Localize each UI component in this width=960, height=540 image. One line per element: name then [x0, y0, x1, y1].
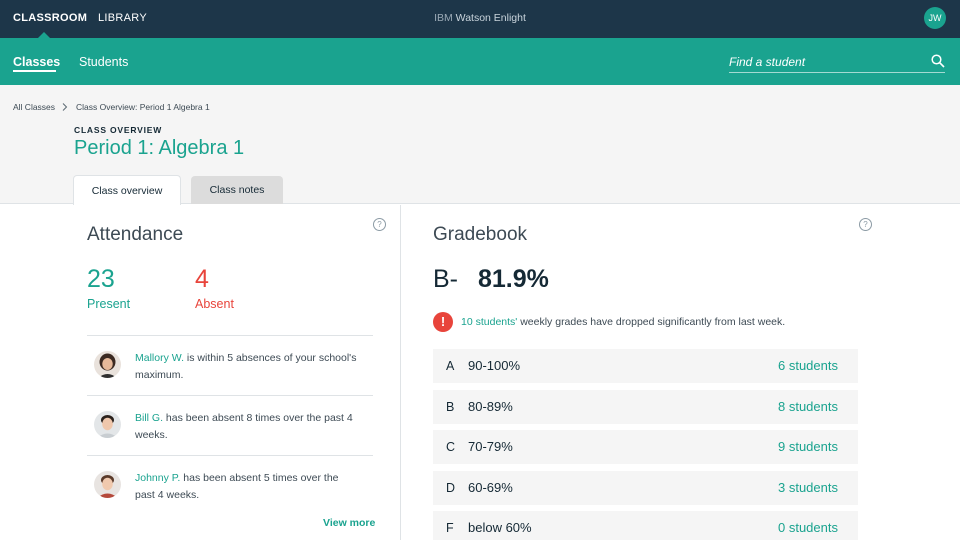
- student-search: [729, 52, 945, 73]
- alert-message: Johnny P. has been absent 5 times over t…: [135, 470, 360, 504]
- grade-row[interactable]: B 80-89% 8 students: [433, 390, 858, 424]
- alert-message: Mallory W. is within 5 absences of your …: [135, 350, 360, 384]
- view-more-link[interactable]: View more: [323, 517, 376, 529]
- avatar: [94, 411, 121, 438]
- tab-class-overview[interactable]: Class overview: [73, 175, 181, 205]
- grade-row[interactable]: D 60-69% 3 students: [433, 471, 858, 505]
- active-tab-underline: [13, 70, 56, 72]
- brand-prefix: IBM: [434, 12, 453, 24]
- avatar: [94, 351, 121, 378]
- class-grade-percent: 81.9%: [478, 265, 549, 293]
- divider: [87, 395, 373, 396]
- warning-detail: weekly grades have dropped significantly…: [517, 316, 786, 328]
- alert-detail: is within 5 absences of your school's ma…: [135, 352, 357, 381]
- students-link[interactable]: 10 students': [461, 316, 518, 328]
- absent-count: 4: [195, 265, 209, 293]
- grade-student-count[interactable]: 0 students: [778, 520, 838, 535]
- alert-detail: has been absent 8 times over the past 4 …: [135, 412, 353, 441]
- grade-drop-warning: 10 students' weekly grades have dropped …: [461, 316, 785, 328]
- warning-icon: !: [433, 312, 453, 332]
- grade-student-count[interactable]: 8 students: [778, 399, 838, 414]
- app-brand: IBM Watson Enlight: [0, 0, 960, 38]
- tab-students[interactable]: Students: [79, 55, 129, 69]
- tab-class-notes[interactable]: Class notes: [191, 176, 283, 204]
- breadcrumb-all-classes[interactable]: All Classes: [13, 102, 56, 112]
- avatar: [94, 471, 121, 498]
- nav-classroom[interactable]: CLASSROOM: [13, 12, 88, 24]
- present-count: 23: [87, 265, 115, 293]
- grade-range: 80-89%: [468, 399, 513, 414]
- tab-classes[interactable]: Classes: [13, 55, 61, 69]
- grade-letter: B: [446, 400, 455, 414]
- grade-student-count[interactable]: 6 students: [778, 358, 838, 373]
- top-bar: CLASSROOM LIBRARY IBM Watson Enlight JW: [0, 0, 960, 38]
- grade-letter: A: [446, 359, 455, 373]
- divider: [87, 455, 373, 456]
- grade-letter: D: [446, 481, 456, 495]
- grade-letter: C: [446, 440, 456, 454]
- divider: [87, 335, 373, 336]
- alert-detail: has been absent 5 times over the past 4 …: [135, 472, 339, 501]
- panel-divider: [400, 205, 401, 540]
- grade-student-count[interactable]: 3 students: [778, 480, 838, 495]
- section-nav: Classes Students: [0, 38, 960, 85]
- grade-range: 70-79%: [468, 439, 513, 454]
- grade-range: below 60%: [468, 520, 532, 535]
- breadcrumb-current: Class Overview: Period 1 Algebra 1: [76, 102, 210, 112]
- grade-student-count[interactable]: 9 students: [778, 439, 838, 454]
- grade-letter: F: [446, 521, 454, 535]
- brand-name: Watson Enlight: [455, 12, 526, 24]
- help-icon[interactable]: ?: [373, 218, 386, 231]
- user-avatar[interactable]: JW: [924, 7, 946, 29]
- present-label: Present: [87, 297, 131, 311]
- search-input[interactable]: [729, 52, 925, 72]
- active-nav-indicator: [38, 32, 50, 38]
- grade-row[interactable]: A 90-100% 6 students: [433, 349, 858, 383]
- grade-range: 90-100%: [468, 358, 521, 373]
- chevron-right-icon: [62, 103, 68, 111]
- page-title: Period 1: Algebra 1: [74, 137, 245, 159]
- absent-label: Absent: [195, 297, 234, 311]
- gradebook-title: Gradebook: [433, 224, 528, 245]
- alert-message: Bill G. has been absent 8 times over the…: [135, 410, 360, 444]
- class-header: All Classes Class Overview: Period 1 Alg…: [0, 85, 960, 205]
- nav-library[interactable]: LIBRARY: [98, 12, 147, 24]
- grade-row[interactable]: F below 60% 0 students: [433, 511, 858, 540]
- page-eyebrow: CLASS OVERVIEW: [74, 125, 163, 135]
- grade-row[interactable]: C 70-79% 9 students: [433, 430, 858, 464]
- student-link[interactable]: Johnny P.: [135, 472, 181, 484]
- grade-range: 60-69%: [468, 480, 513, 495]
- student-link[interactable]: Mallory W.: [135, 352, 185, 364]
- student-link[interactable]: Bill G.: [135, 412, 164, 424]
- help-icon[interactable]: ?: [859, 218, 872, 231]
- class-letter-grade: B-: [433, 265, 458, 293]
- search-icon[interactable]: [931, 54, 945, 68]
- attendance-title: Attendance: [87, 224, 184, 245]
